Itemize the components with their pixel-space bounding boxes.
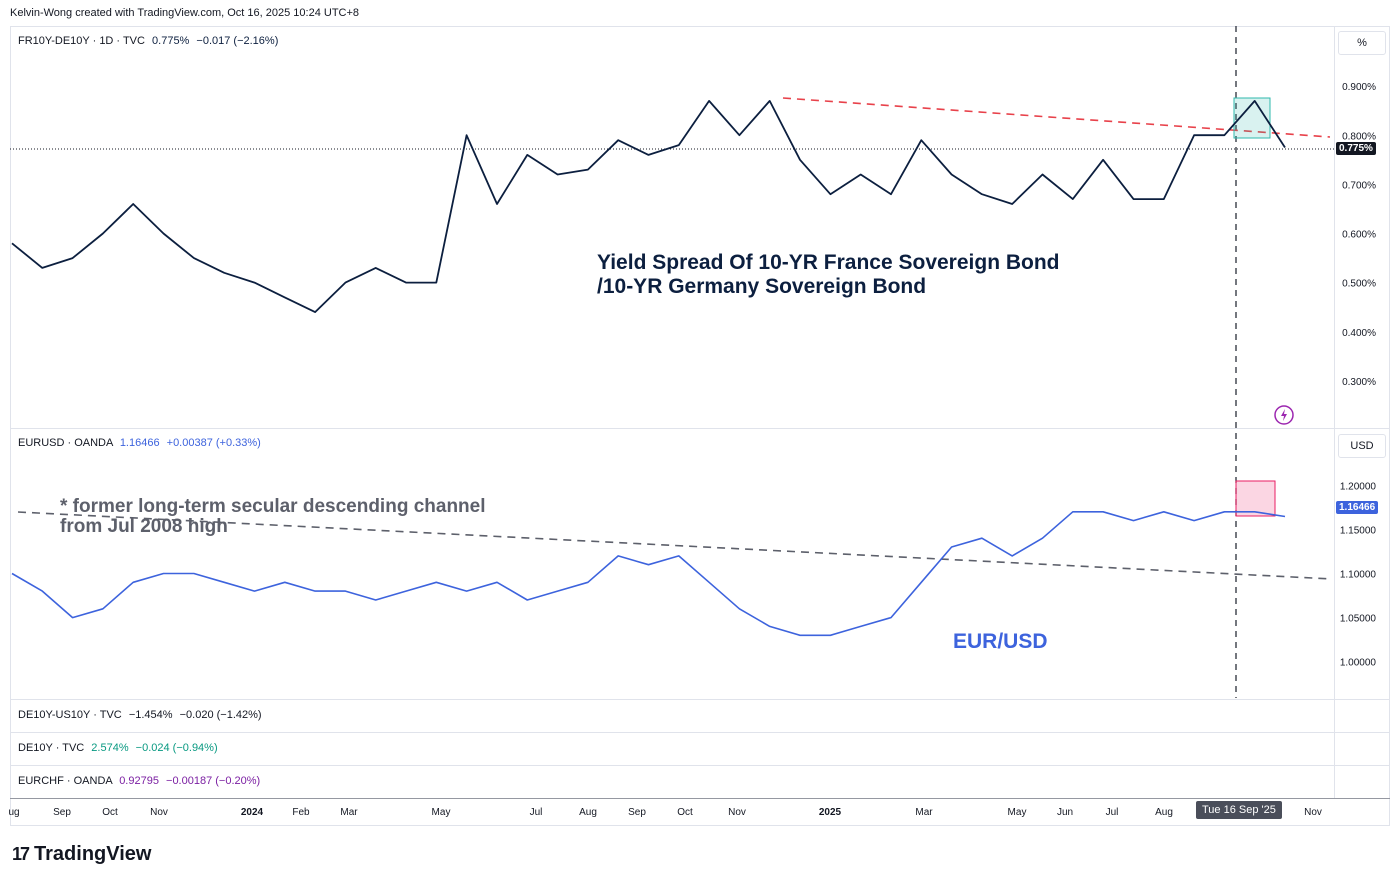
- time-axis-label: ug: [8, 807, 19, 818]
- eur-symbol: EURUSD · OANDA: [18, 437, 113, 449]
- brand-name: TradingView: [34, 843, 152, 865]
- fr-ytick-label: 0.800%: [1342, 131, 1376, 142]
- fr-ytick-label: 0.500%: [1342, 279, 1376, 290]
- eur-last-value: 1.16466: [119, 437, 160, 449]
- tradingview-logo[interactable]: 17 TradingView: [12, 843, 151, 866]
- de-us-last-value: −1.454%: [128, 709, 173, 721]
- de-legend[interactable]: DE10Y · TVC 2.574% −0.024 (−0.94%): [18, 742, 218, 754]
- time-axis-label: 2024: [241, 807, 264, 818]
- time-axis-label: Oct: [677, 807, 693, 818]
- eur-ytick-label: 1.10000: [1340, 570, 1377, 581]
- chf-last-value: 0.92795: [119, 775, 159, 787]
- time-axis-label: Nov: [728, 807, 746, 818]
- time-axis-label: Jun: [1057, 807, 1073, 818]
- crosshair-date-label: Tue 16 Sep '25: [1196, 801, 1282, 819]
- panel-divider-1[interactable]: [10, 428, 1390, 429]
- de-last-value: 2.574%: [91, 742, 129, 754]
- chf-symbol: EURCHF · OANDA: [18, 775, 113, 787]
- eur-ytick-label: 1.15000: [1340, 525, 1377, 536]
- fr-unit-button[interactable]: %: [1338, 31, 1386, 55]
- fr-price-tag: 0.775%: [1336, 142, 1376, 155]
- price-axis-divider: [1334, 26, 1335, 798]
- channel-note-line-1: * former long-term secular descending ch…: [60, 496, 486, 517]
- fr-ytick-label: 0.700%: [1342, 180, 1376, 191]
- chf-legend[interactable]: EURCHF · OANDA 0.92795 −0.00187 (−0.20%): [18, 775, 260, 787]
- tradingview-mark-icon: 17: [12, 844, 30, 864]
- panel-divider-4[interactable]: [10, 765, 1390, 766]
- fr-ytick-label: 0.400%: [1342, 328, 1376, 339]
- panel-divider-3[interactable]: [10, 732, 1390, 733]
- time-axis-label: Mar: [915, 807, 933, 818]
- fr-ytick-label: 0.600%: [1342, 230, 1376, 241]
- eur-ytick-label: 1.20000: [1340, 481, 1377, 492]
- chf-change: −0.00187 (−0.20%): [166, 775, 261, 787]
- fr-last-value: 0.775%: [152, 35, 190, 47]
- eur-change: +0.00387 (+0.33%): [166, 437, 261, 449]
- eur-unit-button[interactable]: USD: [1338, 434, 1386, 458]
- chart-caption: Kelvin-Wong created with TradingView.com…: [10, 7, 360, 19]
- time-axis-label: Mar: [340, 807, 358, 818]
- eur-ytick-label: 1.00000: [1340, 658, 1377, 669]
- de-symbol: DE10Y · TVC: [18, 742, 85, 754]
- alert-icon[interactable]: [1274, 405, 1294, 425]
- time-axis-label: 2025: [819, 807, 842, 818]
- eur-channel-trendline: [17, 511, 1333, 580]
- eur-axis-ticks: 1.20000 1.15000 1.10000 1.05000 1.00000: [1340, 481, 1377, 668]
- fr-title-line-2: /10-YR Germany Sovereign Bond: [597, 275, 927, 298]
- de-us-symbol: DE10Y-US10Y · TVC: [18, 709, 122, 721]
- time-axis-label: Jul: [530, 807, 543, 818]
- fr-ytick-label: 0.900%: [1342, 82, 1376, 93]
- channel-note-line-2: from Jul 2008 high: [60, 516, 228, 537]
- fr-ytick-label: 0.300%: [1342, 377, 1376, 388]
- time-axis-label: Aug: [579, 807, 597, 818]
- time-axis-label: Oct: [102, 807, 118, 818]
- de-us-change: −0.020 (−1.42%): [179, 709, 262, 721]
- fr-descending-trendline: [782, 97, 1331, 138]
- time-axis-label: Nov: [1304, 807, 1322, 818]
- fr-change: −0.017 (−2.16%): [196, 35, 279, 47]
- eur-ytick-label: 1.05000: [1340, 614, 1377, 625]
- fr-axis-ticks: 0.900% 0.800% 0.700% 0.600% 0.500% 0.400% 0.30…: [1342, 82, 1376, 388]
- de-us-legend[interactable]: DE10Y-US10Y · TVC −1.454% −0.020 (−1.42%…: [18, 709, 262, 721]
- fr-title-line-1: Yield Spread Of 10-YR France Sovereign B…: [597, 251, 1060, 274]
- time-axis-divider: [10, 798, 1390, 799]
- time-axis-labels: ug Sep Oct Nov 2024 Feb Mar May Jul Aug Sep Oct Nov 2…: [8, 807, 1321, 818]
- fr10y-de10y-series-line: [11, 100, 1286, 313]
- time-axis-label: Feb: [292, 807, 310, 818]
- time-axis-label: Jul: [1106, 807, 1119, 818]
- panel-divider-2[interactable]: [10, 699, 1390, 700]
- fr-symbol: FR10Y-DE10Y · 1D · TVC: [18, 35, 145, 47]
- eurusd-label: EUR/USD: [953, 630, 1048, 653]
- eur-price-tag: 1.16466: [1336, 501, 1379, 514]
- time-axis-label: Sep: [53, 807, 71, 818]
- time-axis-label: May: [1008, 807, 1027, 818]
- time-axis-label: Sep: [628, 807, 646, 818]
- de-change: −0.024 (−0.94%): [135, 742, 218, 754]
- chart-frame: [10, 26, 1390, 826]
- time-axis-label: May: [432, 807, 451, 818]
- fr-legend[interactable]: FR10Y-DE10Y · 1D · TVC 0.775% −0.017 (−2…: [18, 35, 278, 47]
- eur-legend[interactable]: EURUSD · OANDA 1.16466 +0.00387 (+0.33%): [18, 437, 261, 449]
- eur-highlight-box: [1235, 480, 1276, 517]
- time-axis-label: Nov: [150, 807, 168, 818]
- time-axis-label: Aug: [1155, 807, 1173, 818]
- eurusd-series-line: [11, 511, 1286, 637]
